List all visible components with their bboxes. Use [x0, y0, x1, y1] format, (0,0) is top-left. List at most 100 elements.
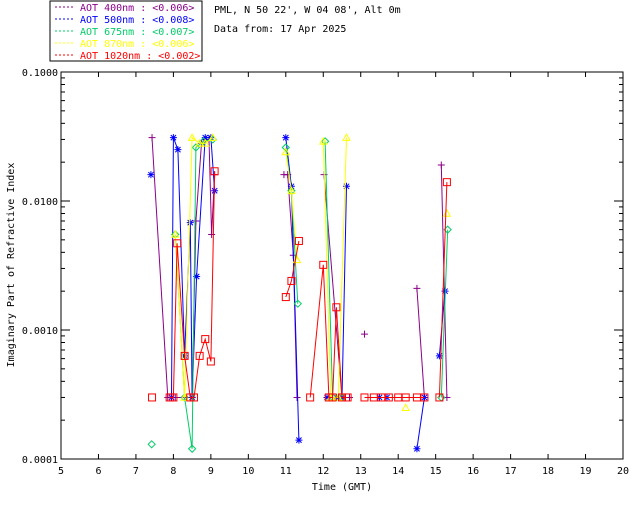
y-tick-label: 0.0100	[22, 197, 58, 208]
x-tick-label: 20	[617, 466, 629, 477]
legend-entry: AOT 870nm : <0.006>	[55, 39, 194, 50]
data-point	[318, 136, 328, 145]
legend: AOT 400nm : <0.006>AOT 500nm : <0.008>AO…	[55, 3, 200, 62]
series-line	[285, 151, 298, 260]
data-point	[201, 335, 210, 344]
data-point	[293, 299, 302, 308]
data-point	[190, 393, 199, 402]
legend-entry: AOT 675nm : <0.007>	[55, 27, 194, 38]
data-point	[169, 393, 178, 402]
y-tick-label: 0.1000	[22, 68, 58, 79]
data-date: Data from: 17 Apr 2025	[214, 24, 347, 35]
x-tick-label: 19	[580, 466, 592, 477]
data-point	[360, 330, 368, 338]
x-tick-label: 13	[355, 466, 367, 477]
legend-entry: AOT 500nm : <0.008>	[55, 15, 194, 26]
data-point	[420, 393, 429, 402]
data-point	[208, 133, 218, 141]
data-point	[435, 352, 443, 360]
data-point	[169, 134, 177, 142]
data-point	[281, 143, 291, 152]
data-point	[287, 186, 296, 195]
data-point	[281, 147, 291, 156]
data-point	[442, 208, 452, 217]
x-tick-label: 17	[505, 466, 517, 477]
data-point	[147, 171, 155, 179]
x-tick-label: 6	[95, 466, 101, 477]
axes: 5 6 7 8 9 10 11 12 13 14 15 16 17 18 19 20 0.0001 0.0010 0…	[22, 68, 629, 477]
series-line	[285, 240, 300, 298]
data-point	[148, 393, 157, 402]
data-point	[282, 134, 290, 142]
data-point	[200, 138, 210, 147]
series-5	[148, 167, 451, 402]
data-point	[343, 393, 352, 402]
data-point	[319, 260, 328, 269]
data-point	[384, 393, 393, 402]
data-point	[338, 393, 346, 402]
data-point	[295, 436, 303, 444]
series-line	[416, 288, 425, 398]
legend-label: AOT 400nm : <0.006>	[80, 3, 194, 14]
series-line	[169, 171, 216, 398]
legend-label: AOT 1020nm : <0.002>	[80, 51, 200, 62]
data-point	[323, 393, 331, 401]
x-tick-label: 10	[242, 466, 254, 477]
x-axis-label: Time (GMT)	[312, 482, 372, 493]
y-tick-label: 0.0010	[22, 326, 58, 337]
data-point	[180, 351, 189, 360]
legend-label: AOT 675nm : <0.007>	[80, 27, 194, 38]
x-tick-label: 16	[467, 466, 479, 477]
data-point	[208, 230, 216, 238]
data-point	[170, 229, 180, 238]
x-tick-label: 15	[430, 466, 442, 477]
legend-entry: AOT 1020nm : <0.002>	[55, 51, 200, 62]
data-point	[320, 137, 330, 146]
x-tick-label: 8	[170, 466, 176, 477]
series-line	[440, 229, 449, 398]
data-point	[281, 293, 290, 302]
legend-box	[49, 0, 203, 62]
data-point	[306, 393, 315, 402]
data-point	[328, 393, 337, 402]
plot-frame	[60, 71, 624, 460]
legend-label: AOT 870nm : <0.006>	[80, 39, 194, 50]
data-point	[187, 444, 197, 453]
x-tick-label: 11	[280, 466, 292, 477]
data-point	[174, 146, 182, 154]
series-line	[440, 164, 448, 398]
x-tick-label: 14	[392, 466, 404, 477]
data-point	[360, 393, 369, 402]
data-point	[147, 440, 156, 449]
data-point	[401, 393, 410, 402]
series-line	[416, 397, 425, 449]
y-tick-label: 0.0001	[22, 455, 58, 466]
data-point	[442, 178, 451, 187]
data-point	[187, 133, 197, 141]
data-point	[210, 167, 219, 176]
x-tick-label: 18	[542, 466, 554, 477]
legend-entry: AOT 400nm : <0.006>	[55, 3, 194, 14]
x-tick-label: 9	[208, 466, 214, 477]
data-point	[401, 403, 411, 411]
y-axis-label: Imaginary Part of Refractive Index	[6, 163, 17, 368]
series-line	[283, 174, 298, 398]
data-point	[186, 219, 194, 227]
data-point	[413, 284, 421, 292]
x-tick-label: 7	[133, 466, 139, 477]
x-tick-label: 5	[58, 466, 64, 477]
data-point	[192, 217, 200, 225]
series-line	[151, 137, 216, 398]
x-tick-label: 12	[317, 466, 329, 477]
data-point	[332, 303, 341, 312]
site-location: PML, N 50 22', W 04 08', Alt 0m	[214, 5, 401, 16]
series-line	[438, 182, 448, 398]
data-point	[294, 236, 303, 245]
data-point	[193, 272, 201, 280]
data-point	[420, 393, 428, 401]
data-point	[206, 357, 215, 366]
data-point	[148, 134, 156, 142]
data-point	[342, 182, 350, 190]
series-line	[322, 137, 347, 398]
